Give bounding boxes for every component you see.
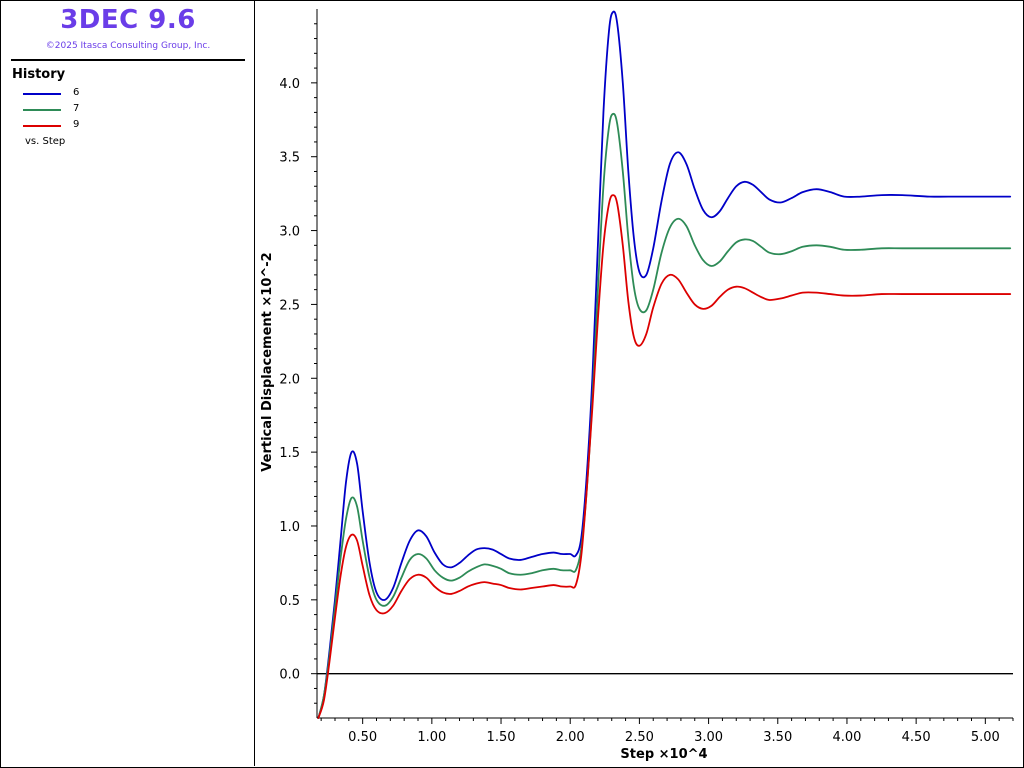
y-axis-label: Vertical Displacement ×10^-2 xyxy=(260,252,275,471)
x-tick-label: 2.00 xyxy=(556,730,585,745)
legend-swatch-6 xyxy=(23,93,61,95)
y-tick-label: 1.5 xyxy=(279,446,300,461)
series-lines xyxy=(317,10,1012,719)
legend-panel: 3DEC 9.6 ©2025 Itasca Consulting Group, … xyxy=(1,1,255,766)
x-tick-label: 1.00 xyxy=(417,730,446,745)
x-tick-label: 3.50 xyxy=(763,730,792,745)
series-line-6 xyxy=(317,10,1012,719)
y-tick-label: 2.5 xyxy=(279,298,300,313)
axes: 0.0 0.5 1.0 1.5 2.0 2.5 3.0 3.5 4.0 0.50 1.00 1.50 2… xyxy=(279,9,1014,745)
x-tick-label: 4.50 xyxy=(902,730,931,745)
legend-entry-9: 9 xyxy=(23,119,223,133)
y-tick-label: 2.0 xyxy=(279,372,300,387)
series-line-9 xyxy=(317,194,1012,719)
legend-label-7: 7 xyxy=(73,103,80,114)
y-tick-label: 0.0 xyxy=(279,668,300,683)
series-line-7 xyxy=(317,112,1012,719)
legend-entry-6: 6 xyxy=(23,87,223,101)
x-tick-label: 1.50 xyxy=(487,730,516,745)
y-tick-label: 0.5 xyxy=(279,594,300,609)
history-plot: 0.0 0.5 1.0 1.5 2.0 2.5 3.0 3.5 4.0 0.50 1.00 1.50 2… xyxy=(260,9,1014,762)
legend-label-9: 9 xyxy=(73,119,80,130)
legend-swatch-7 xyxy=(23,109,61,111)
x-tick-label: 3.00 xyxy=(694,730,723,745)
y-tick-label: 1.0 xyxy=(279,520,300,535)
y-tick-label: 3.5 xyxy=(279,151,300,166)
app-title: 3DEC 9.6 xyxy=(60,5,196,35)
legend-swatch-9 xyxy=(23,125,61,127)
y-tick-label: 3.0 xyxy=(279,225,300,240)
legend-label-6: 6 xyxy=(73,87,80,98)
x-tick-label: 4.00 xyxy=(832,730,861,745)
legend-entry-7: 7 xyxy=(23,103,223,117)
x-tick-label: 5.00 xyxy=(971,730,1000,745)
legend-title: History xyxy=(12,67,66,82)
x-tick-label: 0.50 xyxy=(348,730,377,745)
x-tick-label: 2.50 xyxy=(625,730,654,745)
y-tick-label: 4.0 xyxy=(279,77,300,92)
copyright-notice: ©2025 Itasca Consulting Group, Inc. xyxy=(45,41,211,51)
legend-vs-step: vs. Step xyxy=(25,136,66,147)
title-divider xyxy=(11,59,245,61)
x-axis-label: Step ×10^4 xyxy=(620,747,707,762)
